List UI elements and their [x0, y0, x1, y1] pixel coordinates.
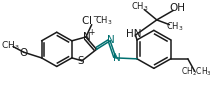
Text: O: O — [20, 48, 28, 58]
Text: Cl$^-$: Cl$^-$ — [81, 14, 100, 26]
Text: N: N — [113, 53, 121, 63]
Text: CH$_3$: CH$_3$ — [1, 39, 19, 52]
Text: N: N — [107, 35, 115, 45]
Text: +: + — [89, 28, 95, 37]
Text: CH$_3$: CH$_3$ — [132, 0, 149, 13]
Text: CH$_3$: CH$_3$ — [166, 20, 184, 33]
Text: CH$_2$CH$_3$: CH$_2$CH$_3$ — [181, 66, 212, 78]
Text: CH$_3$: CH$_3$ — [95, 15, 112, 27]
Text: HN: HN — [126, 29, 141, 39]
Text: OH: OH — [169, 3, 185, 13]
Text: S: S — [78, 56, 84, 66]
Text: N: N — [83, 32, 91, 42]
